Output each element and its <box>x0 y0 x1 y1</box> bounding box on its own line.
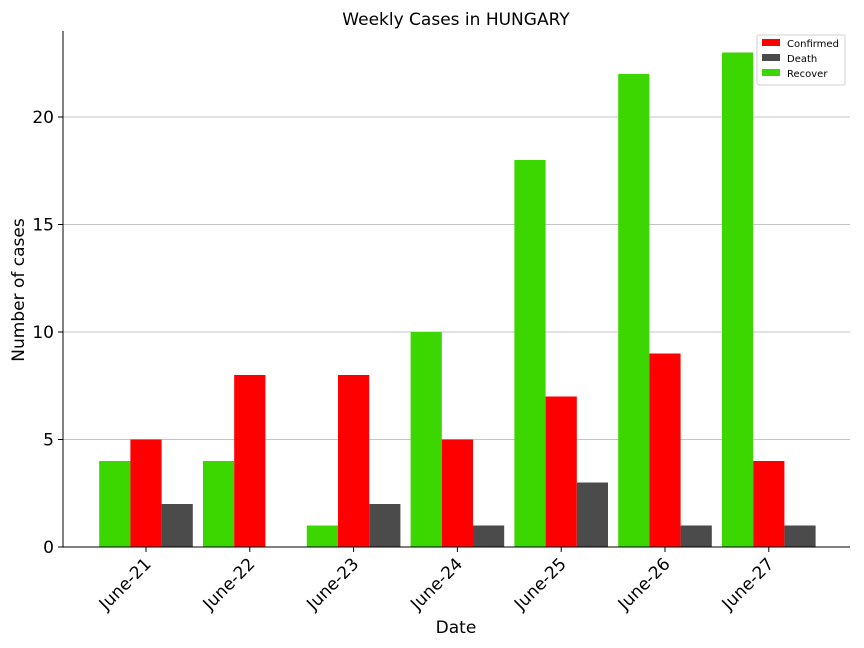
bar-recover-2 <box>306 525 338 547</box>
y-tick-label-4: 20 <box>32 108 54 128</box>
bars <box>99 52 816 547</box>
bar-confirmed-6 <box>753 461 785 547</box>
bar-recover-4 <box>514 160 546 547</box>
legend-label-confirmed: Confirmed <box>787 39 839 50</box>
y-axis-label: Number of cases <box>9 218 29 362</box>
x-tick-label-5: June-26 <box>614 554 675 615</box>
chart-title: Weekly Cases in HUNGARY <box>342 10 570 30</box>
bar-death-2 <box>369 504 401 547</box>
bar-death-0 <box>161 504 193 547</box>
x-tick-label-1: June-22 <box>199 554 260 615</box>
bar-recover-5 <box>618 74 650 547</box>
legend-swatch-confirmed <box>762 39 780 46</box>
legend-label-recover: Recover <box>787 69 828 80</box>
bar-death-5 <box>680 525 712 547</box>
bar-recover-6 <box>722 52 754 547</box>
x-tick-label-0: June-21 <box>95 554 156 615</box>
x-tick-label-6: June-27 <box>718 554 779 615</box>
bar-confirmed-4 <box>545 396 577 547</box>
y-axis-ticks: 0 5 10 15 20 <box>32 108 63 558</box>
legend-swatch-recover <box>762 69 780 76</box>
bar-confirmed-3 <box>441 439 473 547</box>
x-tick-label-3: June-24 <box>406 554 467 615</box>
bar-death-3 <box>473 525 505 547</box>
bar-recover-3 <box>410 332 442 547</box>
y-tick-label-1: 5 <box>43 431 54 451</box>
bar-confirmed-2 <box>338 375 370 547</box>
y-tick-label-3: 15 <box>32 216 54 236</box>
bar-death-4 <box>576 482 608 547</box>
bar-recover-1 <box>203 461 235 547</box>
y-tick-label-2: 10 <box>32 323 54 343</box>
x-axis-label: Date <box>436 618 477 638</box>
bar-confirmed-0 <box>130 439 162 547</box>
legend-label-death: Death <box>787 54 817 65</box>
x-axis-ticks: June-21 June-22 June-23 June-24 June-25 June-… <box>95 547 778 615</box>
bar-recover-0 <box>99 461 131 547</box>
bar-confirmed-1 <box>234 375 266 547</box>
x-tick-label-2: June-23 <box>302 554 363 615</box>
legend-swatch-death <box>762 54 780 61</box>
legend: Confirmed Death Recover <box>756 34 846 86</box>
bar-death-6 <box>784 525 816 547</box>
y-tick-label-0: 0 <box>43 538 54 558</box>
x-tick-label-4: June-25 <box>510 554 571 615</box>
bar-confirmed-5 <box>649 353 681 547</box>
